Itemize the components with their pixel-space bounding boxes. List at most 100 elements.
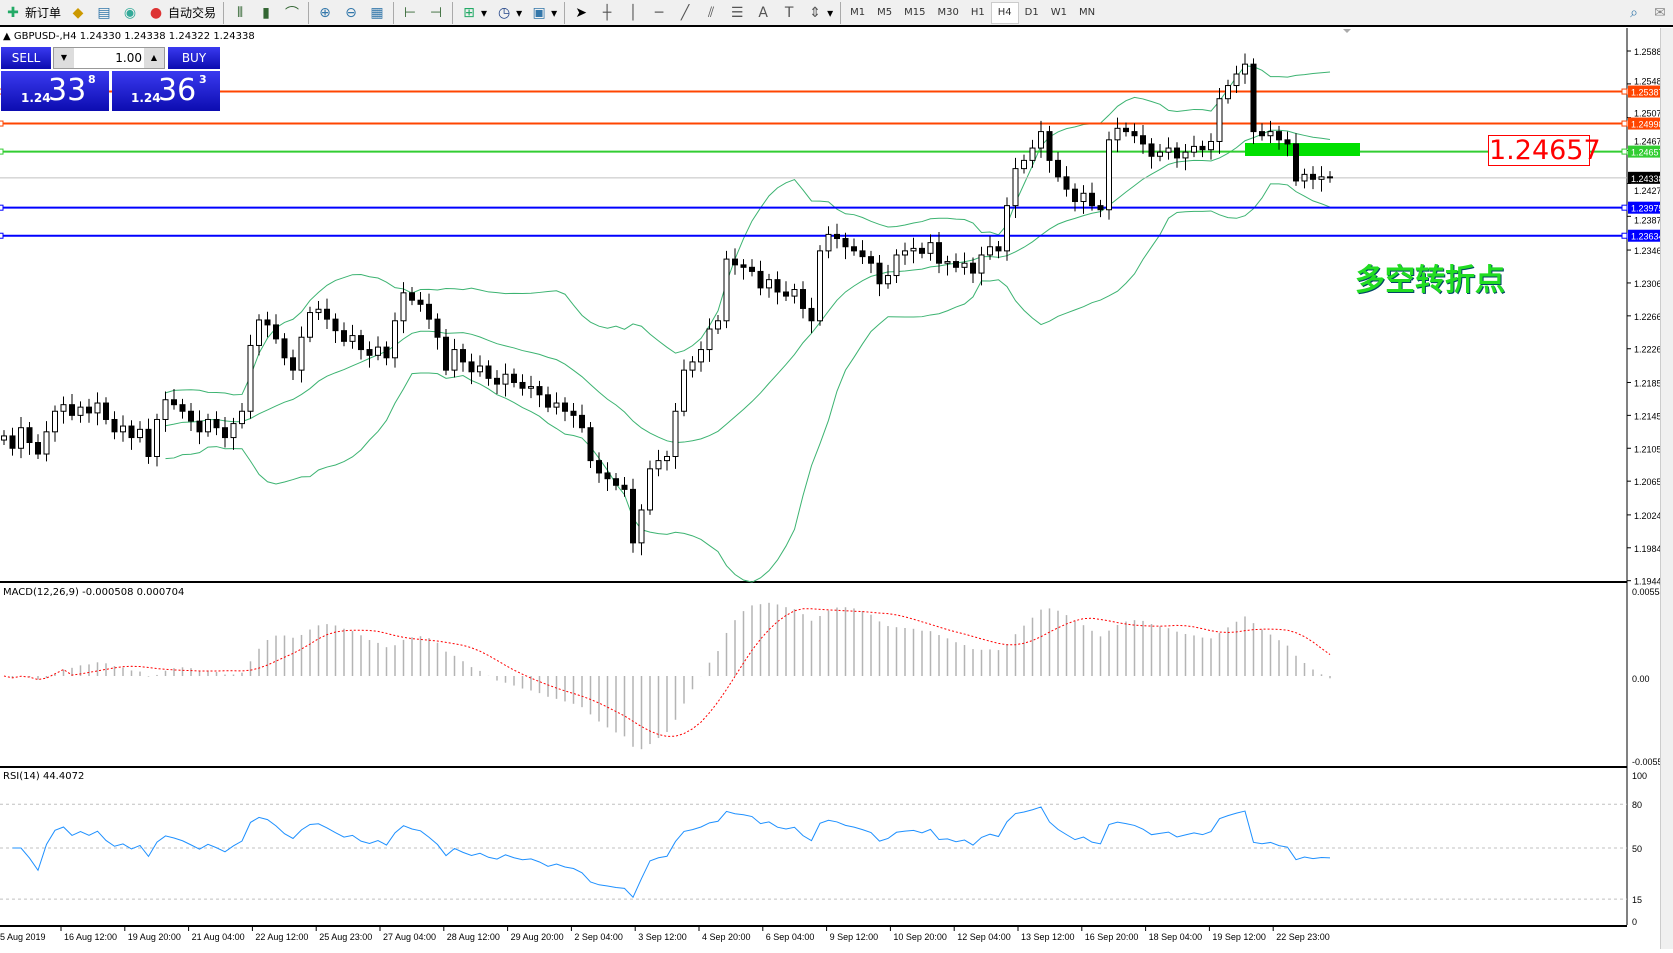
macd-tick-label: -0.005583 [1632, 757, 1660, 767]
line-handle [0, 204, 4, 211]
candle-body [468, 361, 475, 373]
timeframe-m5[interactable]: M5 [877, 7, 893, 18]
timeframe-bar: M1 M5 M15 M30 H1 H4 D1 W1 MN [844, 1, 1101, 24]
line-chart-button[interactable]: ⌒ [279, 1, 305, 25]
lot-size-input[interactable]: 1.00 [115, 51, 142, 65]
horizontal-line-button[interactable]: ─ [646, 1, 672, 25]
equidistant-channel-button[interactable]: ⫽ [698, 1, 724, 25]
market-watch-button[interactable]: ▤ [91, 1, 117, 25]
navigator-button[interactable]: ◆ [65, 1, 91, 25]
candle-body [596, 460, 602, 474]
time-tick-label: 22 Sep 23:00 [1276, 932, 1330, 942]
search-button[interactable]: ⌕ [1621, 1, 1647, 25]
chart-canvas[interactable]: 1.25880 1.25480 1.25070 1.24670 1.24270 1.238… [0, 28, 1660, 949]
candle [604, 462, 611, 492]
candle [842, 232, 849, 260]
chart-shift-button[interactable]: ⊣ [423, 1, 449, 25]
bollinger-band-upper [165, 65, 1331, 396]
candle-body [808, 307, 815, 322]
line-handle [1621, 88, 1628, 95]
price-line-tag-label: 1.25387 [1631, 88, 1660, 98]
candle [885, 264, 891, 289]
price-line-tag [1628, 201, 1660, 214]
timeframe-h4[interactable]: H4 [990, 1, 1019, 24]
candle [400, 282, 407, 334]
price-tick-label: 1.25880 [1634, 47, 1660, 57]
vertical-line-button[interactable]: │ [620, 1, 646, 25]
buy-button[interactable]: BUY [168, 47, 220, 69]
timeframe-m15[interactable]: M15 [904, 7, 926, 18]
chart-window[interactable]: 1.25880 1.25480 1.25070 1.24670 1.24270 1.238… [0, 28, 1660, 953]
bar-chart-button[interactable]: ⫴ [227, 1, 253, 25]
candle [919, 242, 925, 259]
time-tick-label: 13 Sep 12:00 [1021, 932, 1075, 942]
candle-body [630, 488, 636, 544]
sell-button[interactable]: SELL [1, 47, 51, 69]
candlestick-button[interactable]: ▮ [253, 1, 279, 25]
templates-button[interactable]: ▣ ▾ [526, 1, 561, 25]
candle-body [902, 250, 908, 256]
price-label-box[interactable]: 1.24657 [1488, 135, 1601, 166]
trendline-button[interactable]: ╱ [672, 1, 698, 25]
timeframe-m1[interactable]: M1 [850, 7, 866, 18]
timeframe-m30[interactable]: M30 [937, 7, 959, 18]
timeframe-w1[interactable]: W1 [1050, 7, 1067, 18]
crosshair-button[interactable]: ┼ [594, 1, 620, 25]
sell-price-pips: 33 [48, 73, 87, 108]
candle-body [247, 344, 254, 412]
candle [562, 397, 568, 422]
candle-body [188, 410, 194, 422]
candle-body [723, 258, 730, 322]
candle [247, 334, 254, 419]
text-button[interactable]: A [750, 1, 776, 25]
new-order-button[interactable]: ✚ 新订单 [0, 1, 65, 25]
candle [137, 421, 143, 443]
autoscroll-button[interactable]: ⊢ [397, 1, 423, 25]
candle [868, 250, 874, 274]
vertical-line-icon: │ [628, 4, 638, 21]
candle-body [1004, 205, 1010, 252]
collapse-icon[interactable]: ▲ [3, 31, 14, 42]
candle [111, 411, 118, 440]
candle [936, 231, 942, 274]
rsi-tick-label: 15 [1632, 895, 1642, 905]
candle-body [1097, 205, 1104, 211]
lot-decrease-button[interactable]: ▼ [54, 48, 74, 68]
zoom-out-button[interactable]: ⊖ [338, 1, 364, 25]
fibonacci-button[interactable]: ☰ [724, 1, 750, 25]
candle-body [230, 423, 237, 439]
tile-windows-button[interactable]: ▦ [364, 1, 390, 25]
sell-price[interactable]: 1.24 33 8 [1, 71, 109, 111]
candle-body [825, 233, 832, 252]
price-line-tag [1628, 117, 1660, 130]
text-label-button[interactable]: T [776, 1, 802, 25]
crosshair-icon: ┼ [602, 4, 612, 21]
sell-price-prefix: 1.24 [21, 91, 51, 105]
signals-button[interactable]: ◉ [117, 1, 143, 25]
indicators-button[interactable]: ⊞ ▾ [456, 1, 491, 25]
auto-trading-button[interactable]: ● 自动交易 [143, 1, 220, 25]
candle-body [1131, 131, 1138, 137]
timeframe-d1[interactable]: D1 [1024, 7, 1039, 18]
timeframe-h1[interactable]: H1 [970, 7, 985, 18]
candle-body [1327, 176, 1333, 179]
scrollbar[interactable] [1660, 28, 1673, 949]
pivot-annotation-text[interactable]: 多空转折点 [1355, 263, 1505, 298]
search-icon: ⌕ [1630, 4, 1638, 21]
candle [1174, 142, 1180, 168]
arrows-button[interactable]: ⇕ ▾ [802, 1, 837, 25]
zoom-in-button[interactable]: ⊕ [312, 1, 338, 25]
chat-button[interactable]: ✉ [1647, 1, 1673, 25]
candle [1276, 125, 1282, 150]
candle [460, 343, 466, 372]
price-tick-label: 1.25070 [1634, 109, 1660, 119]
cursor-button[interactable]: ➤ [568, 1, 594, 25]
timeframe-mn[interactable]: MN [1078, 7, 1096, 18]
buy-price[interactable]: 1.24 36 3 [112, 71, 220, 111]
candle [443, 329, 449, 376]
lot-size-stepper[interactable]: ▼ 1.00 ▲ [53, 47, 165, 69]
lot-increase-button[interactable]: ▲ [144, 48, 164, 68]
periods-button[interactable]: ◷ ▾ [491, 1, 526, 25]
candle-body [1055, 159, 1061, 178]
candle [1199, 140, 1206, 158]
